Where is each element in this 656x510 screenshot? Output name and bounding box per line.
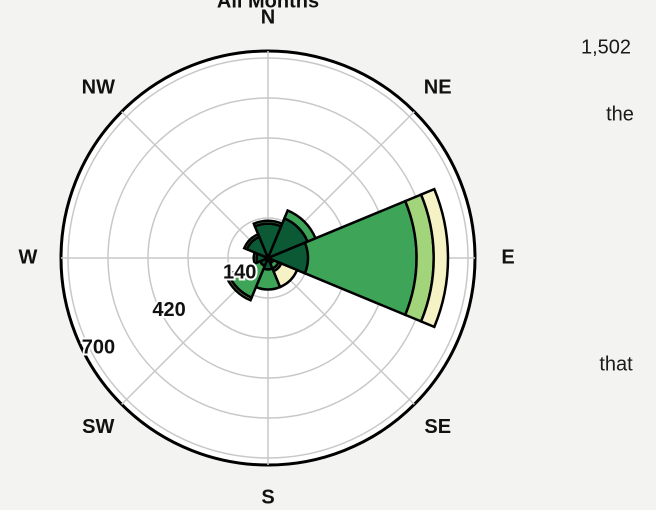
rose-segment [419,187,450,329]
document-text: 1,502 [581,36,631,58]
r-tick-label: 420 [152,299,185,321]
rose-segment [242,232,261,251]
direction-label: SW [82,416,114,438]
document-text: the [606,103,634,125]
direction-label: N [261,6,275,28]
r-tick-label: 700 [82,336,115,358]
direction-label: S [261,486,274,508]
direction-label: E [501,246,514,268]
chart-title: All Months [217,0,319,12]
direction-label: SE [424,416,451,438]
r-tick-label: 140 [223,261,256,283]
direction-label: NE [424,77,452,99]
spoke [121,111,269,259]
rose-segment [224,272,254,302]
direction-label: NW [82,77,115,99]
spoke [267,257,415,405]
direction-label: W [19,246,38,268]
document-text: that [599,353,633,375]
